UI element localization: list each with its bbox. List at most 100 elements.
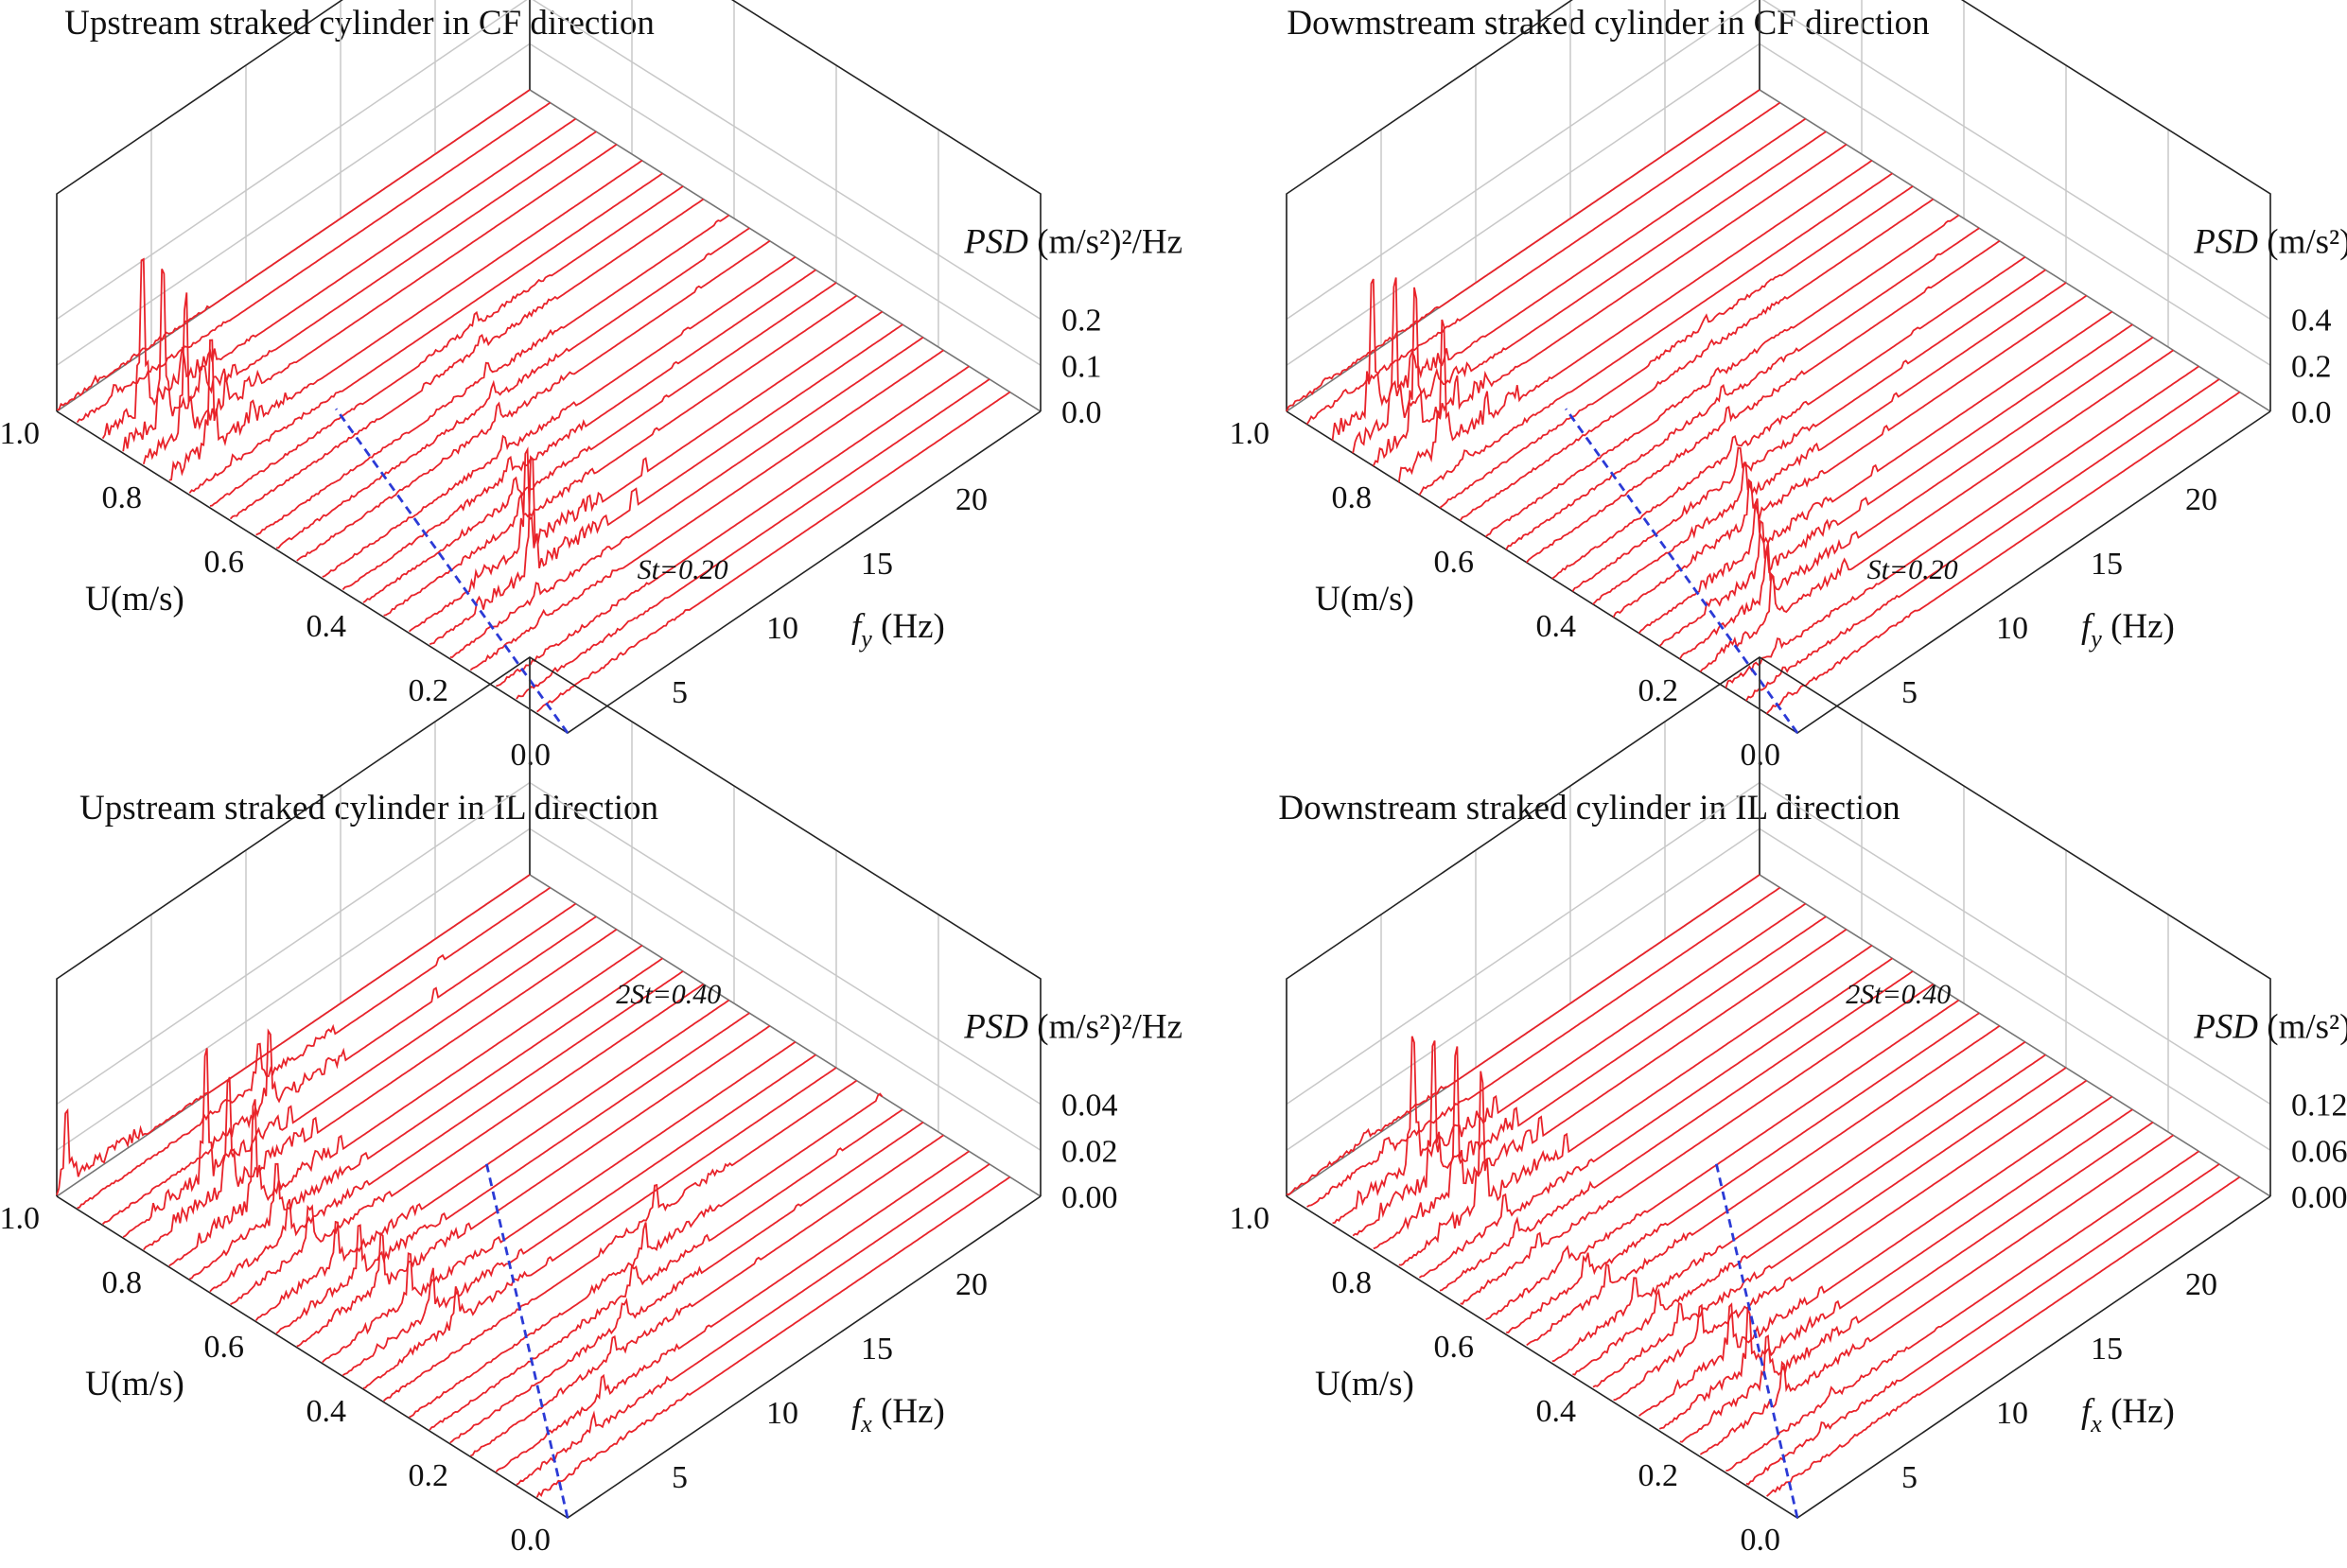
u-tick-label: 0.8 [1332, 1265, 1373, 1300]
spectrum-trace [1571, 269, 2046, 592]
spectrum-trace [56, 874, 531, 1195]
spectrum-trace [1460, 983, 1935, 1305]
panel-2: Dowmstream straked cylinder in CF direct… [1230, 0, 2347, 773]
f-tick-label: 10 [1996, 1396, 2028, 1431]
spectrum-trace [76, 101, 552, 424]
spectrum-trace [322, 256, 797, 578]
u-tick-label: 0.6 [204, 545, 245, 580]
u-tick-label: 1.0 [1230, 1201, 1270, 1236]
grid-line [56, 43, 1042, 366]
spectrum-trace [1526, 240, 2001, 564]
grid-line [1286, 43, 2271, 366]
spectrum-trace [383, 294, 858, 617]
spectrum-trace [469, 349, 944, 671]
f-tick-label: 10 [766, 1396, 798, 1431]
spectrum-trace [382, 1079, 858, 1402]
spectrum-trace [1439, 970, 1914, 1292]
spectrum-trace [1592, 1067, 2067, 1388]
spectrum-trace [209, 970, 684, 1293]
psd-tick-label: 0.06 [2291, 1134, 2347, 1169]
spectrum-trace [1658, 323, 2133, 647]
spectrum-trace [1551, 1041, 2026, 1363]
u-tick-label: 0.8 [1332, 480, 1373, 515]
f-tick-label: 10 [1996, 611, 2028, 646]
spectrum-trace [1286, 874, 1760, 1195]
f-tick-label: 20 [955, 482, 988, 517]
psd-axis-label: PSD (m/s²)²/Hz [2193, 223, 2347, 262]
spectrum-trace [1658, 1108, 2133, 1430]
spectrum-trace [1306, 886, 1781, 1208]
spectrum-trace [1286, 89, 1760, 412]
spectrum-trace [122, 915, 597, 1238]
spectrum-trace [1526, 1025, 2001, 1347]
spectrum-trace [495, 1150, 970, 1472]
chart-title: Dowmstream straked cylinder in CF direct… [1287, 4, 1929, 43]
spectrum-trace [1372, 144, 1848, 467]
spectrum-traces [56, 89, 1011, 713]
spectrum-trace [1484, 214, 1960, 538]
axis-frame [1286, 656, 2271, 1519]
spectrum-trace [1679, 1122, 2154, 1443]
f-tick-label: 15 [2091, 547, 2123, 582]
axis-frame-top [56, 0, 1042, 411]
grid-lines [1286, 0, 2271, 412]
psd-axis-label: PSD (m/s²)²/Hz [2193, 1008, 2347, 1047]
psd-tick-label: 0.12 [2291, 1089, 2347, 1124]
strouhal-annotation: 2St=0.40 [616, 979, 721, 1010]
spectrum-trace [1679, 337, 2154, 660]
spectrum-trace [322, 1041, 797, 1364]
spectrum-trace [101, 117, 577, 440]
spectrum-traces [56, 874, 1011, 1498]
spectrum-trace [409, 1092, 884, 1419]
f-axis-label: fy (Hz) [2081, 607, 2175, 653]
panel-1: Upstream straked cylinder in CF directio… [0, 0, 1182, 773]
u-tick-label: 0.8 [102, 1265, 143, 1300]
spectrum-trace [1418, 957, 1893, 1279]
spectrum-trace [342, 1054, 816, 1376]
spectrum-trace [342, 269, 816, 591]
spectrum-trace [189, 957, 663, 1280]
spectrum-traces [1286, 89, 2241, 715]
f-tick-label: 15 [2091, 1332, 2123, 1367]
spectrum-trace [362, 1067, 837, 1389]
spectrum-trace [470, 1134, 944, 1457]
strouhal-line [335, 408, 569, 734]
spectrum-trace [276, 227, 750, 549]
spectrum-trace [429, 323, 903, 646]
spectrum-trace [77, 886, 552, 1210]
spectrum-trace [1305, 101, 1781, 425]
spectrum-trace [1725, 1150, 2199, 1472]
spectrum-trace [496, 365, 970, 688]
strouhal-annotation: St=0.20 [1867, 554, 1958, 585]
grid-line [1286, 781, 2271, 1106]
u-tick-label: 0.2 [1638, 1458, 1679, 1493]
spectrum-trace [1699, 1134, 2174, 1455]
spectrum-trace [188, 172, 663, 494]
psd-axis-label: PSD (m/s²)²/Hz [963, 223, 1182, 262]
strouhal-line [1565, 408, 1799, 734]
spectrum-trace [1572, 1054, 2046, 1376]
f-tick-label: 5 [672, 675, 688, 710]
u-tick-label: 0.8 [102, 480, 143, 515]
spectrum-trace [1592, 282, 2067, 605]
spectrum-trace [296, 1025, 771, 1348]
u-tick-label: 0.4 [1536, 609, 1577, 644]
psd-tick-label: 0.1 [1061, 349, 1102, 384]
axis-frame-top [1286, 0, 2271, 411]
spectrum-trace [409, 310, 884, 633]
psd-tick-label: 0.00 [1061, 1180, 1118, 1215]
u-axis-label: U(m/s) [85, 1365, 184, 1403]
spectrum-trace [362, 282, 837, 603]
spectrum-trace [516, 378, 990, 700]
spectrum-trace [1725, 365, 2199, 688]
spectrum-trace [1745, 378, 2220, 702]
psd-tick-label: 0.0 [1061, 395, 1102, 430]
f-axis-label: fx (Hz) [2081, 1392, 2175, 1437]
strouhal-annotation: 2St=0.40 [1846, 979, 1951, 1010]
spectrum-traces [1286, 874, 2241, 1497]
spectrum-trace [255, 214, 730, 536]
spectrum-trace [536, 391, 1011, 713]
spectrum-trace [229, 198, 705, 520]
psd-tick-label: 0.04 [1061, 1089, 1118, 1124]
